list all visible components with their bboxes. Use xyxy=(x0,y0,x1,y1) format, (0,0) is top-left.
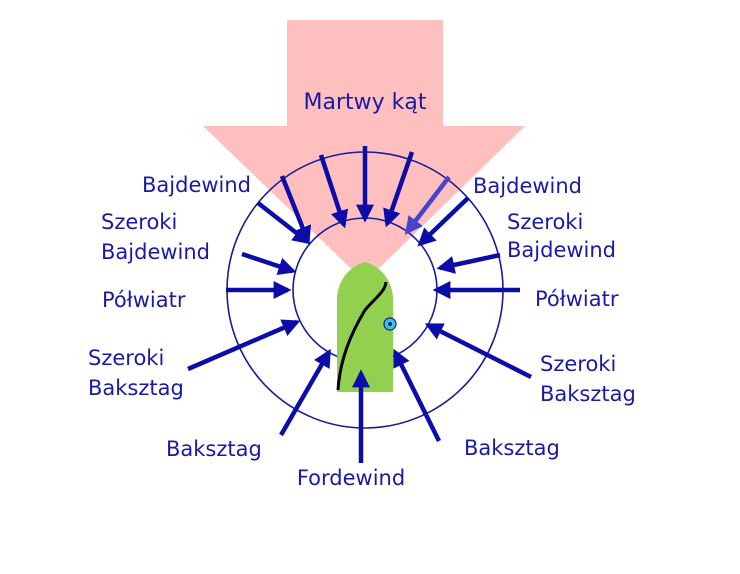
label-right-run-quarter: Baksztag xyxy=(464,436,560,460)
arrow-left-closereach xyxy=(241,251,297,275)
dead-zone-label: Martwy kąt xyxy=(304,90,427,115)
label-right-close-reach-2: Bajdewind xyxy=(507,238,616,262)
label-right-close-hauled: Bajdewind xyxy=(473,174,582,198)
arrow-left-broad xyxy=(187,319,301,372)
label-left-close-reach-1: Szeroki xyxy=(101,210,177,234)
arrow-right-broad xyxy=(424,322,533,380)
label-right-broad-reach-2: Baksztag xyxy=(540,382,636,406)
label-left-broad-reach-2: Baksztag xyxy=(88,376,184,400)
label-right-broad-reach-1: Szeroki xyxy=(540,352,616,376)
label-left-beam-reach: Półwiatr xyxy=(102,288,186,312)
label-left-close-reach-2: Bajdewind xyxy=(101,240,210,264)
arrow-right-closereach xyxy=(436,252,501,274)
label-left-run-quarter: Baksztag xyxy=(166,437,262,461)
arrow-right-close xyxy=(417,196,470,247)
label-bottom-run: Fordewind xyxy=(297,466,405,490)
arrow-left-close xyxy=(256,201,311,245)
arrow-right-quarter xyxy=(392,348,442,442)
wind-indicator-dot xyxy=(388,322,392,326)
label-right-beam-reach: Półwiatr xyxy=(535,287,619,311)
arrow-left-quarter xyxy=(279,348,331,437)
wind-arrows xyxy=(187,146,533,463)
label-left-broad-reach-1: Szeroki xyxy=(88,346,164,370)
label-left-close-hauled: Bajdewind xyxy=(142,173,251,197)
label-right-close-reach-1: Szeroki xyxy=(507,210,583,234)
arrow-top-5 xyxy=(404,175,451,235)
arrow-top-2 xyxy=(318,154,349,229)
sail xyxy=(336,281,388,391)
arrow-top-4 xyxy=(383,151,415,228)
